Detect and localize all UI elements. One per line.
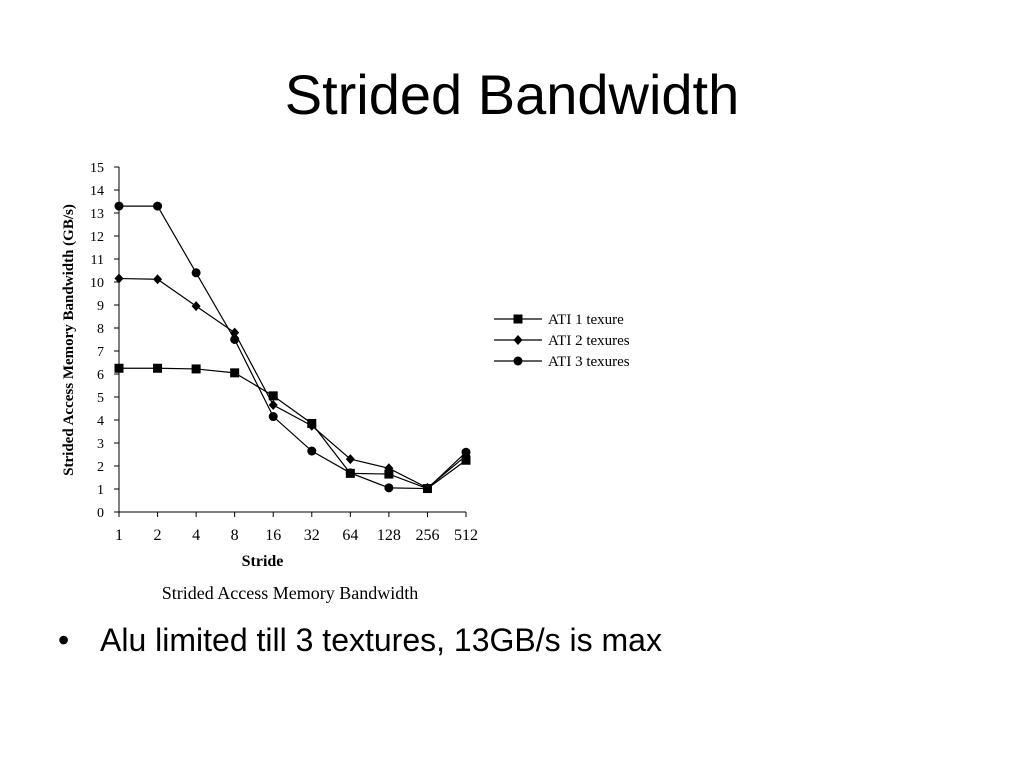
data-point xyxy=(191,364,201,374)
y-tick-label: 1 xyxy=(97,483,104,498)
chart-caption: Strided Access Memory Bandwidth xyxy=(162,583,418,603)
y-axis-label: Strided Access Memory Bandwidth (GB/s) xyxy=(61,204,77,476)
data-point xyxy=(345,468,355,478)
data-point xyxy=(191,268,201,278)
data-point xyxy=(384,469,394,479)
data-point xyxy=(268,412,278,422)
y-tick-label: 10 xyxy=(90,276,104,291)
data-point xyxy=(114,363,124,373)
y-tick-label: 6 xyxy=(97,368,104,383)
legend-marker xyxy=(513,314,523,324)
y-tick-label: 9 xyxy=(97,299,104,314)
data-point xyxy=(191,301,201,312)
data-point xyxy=(461,447,471,457)
data-point xyxy=(230,368,240,378)
data-point xyxy=(384,483,394,493)
legend-label: ATI 1 texure xyxy=(548,312,624,328)
data-point xyxy=(153,363,163,373)
legend-label: ATI 2 texures xyxy=(548,333,630,349)
y-tick-label: 14 xyxy=(90,184,104,199)
legend-marker xyxy=(513,356,523,366)
y-tick-label: 12 xyxy=(90,230,104,245)
y-tick-label: 11 xyxy=(91,253,104,268)
y-tick-label: 4 xyxy=(97,414,104,429)
x-tick-label: 4 xyxy=(192,527,200,544)
series-line-1 xyxy=(119,367,467,490)
y-tick-label: 2 xyxy=(97,460,104,475)
x-tick-label: 1 xyxy=(115,527,123,544)
legend-marker xyxy=(513,335,523,345)
series-line-3 xyxy=(119,205,467,490)
data-point xyxy=(422,484,432,494)
x-axis-label: Stride xyxy=(242,553,284,570)
x-tick-label: 16 xyxy=(265,527,281,544)
x-tick-label: 512 xyxy=(454,527,478,544)
data-point xyxy=(268,400,278,411)
data-point xyxy=(384,463,394,474)
x-tick-label: 128 xyxy=(377,527,401,544)
y-tick-label: 8 xyxy=(97,322,104,337)
y-tick-label: 0 xyxy=(97,506,104,521)
y-tick-label: 13 xyxy=(90,207,104,222)
x-tick-label: 8 xyxy=(231,527,239,544)
data-point xyxy=(114,273,124,284)
y-tick-label: 5 xyxy=(97,391,104,406)
x-tick-label: 256 xyxy=(415,527,439,544)
legend-label: ATI 3 texures xyxy=(548,354,630,370)
data-point xyxy=(345,454,355,465)
data-point xyxy=(307,446,317,456)
series-line-2 xyxy=(118,277,467,489)
data-point xyxy=(153,274,163,285)
x-tick-label: 2 xyxy=(154,527,162,544)
bullet-text: Alu limited till 3 textures, 13GB/s is m… xyxy=(100,622,662,658)
x-tick-label: 64 xyxy=(342,527,358,544)
y-tick-label: 3 xyxy=(97,437,104,452)
data-point xyxy=(153,201,163,211)
slide-title: Strided Bandwidth xyxy=(284,63,740,126)
y-tick-label: 7 xyxy=(97,345,104,360)
data-point xyxy=(268,391,278,401)
x-tick-label: 32 xyxy=(304,527,320,544)
data-point xyxy=(114,201,124,211)
bullet-item: • Alu limited till 3 textures, 13GB/s is… xyxy=(58,622,662,659)
data-point xyxy=(230,335,240,344)
y-tick-label: 15 xyxy=(90,161,104,176)
data-point xyxy=(307,420,317,431)
bullet-list: • Alu limited till 3 textures, 13GB/s is… xyxy=(58,622,662,659)
bullet-dot-icon: • xyxy=(58,622,70,658)
